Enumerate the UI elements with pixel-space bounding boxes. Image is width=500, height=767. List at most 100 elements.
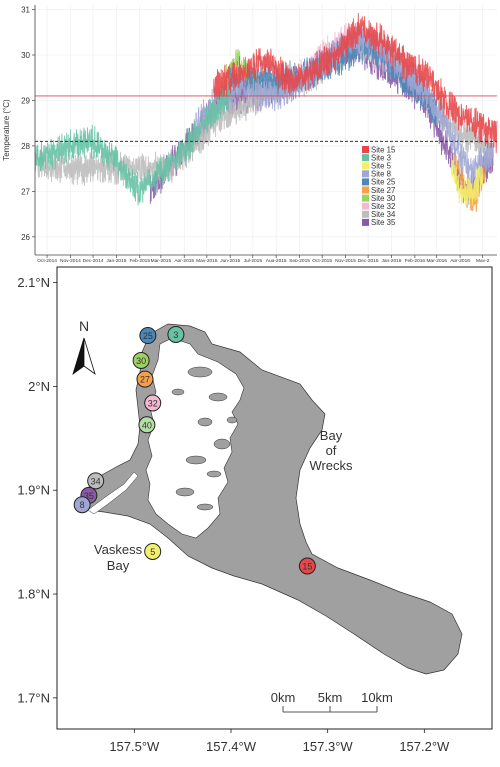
legend-swatch-site-25: [362, 178, 369, 186]
map-y-tick-label: 2°N: [28, 379, 50, 394]
x-tick-label: Nov-2014: [60, 258, 81, 262]
vaskess-bay-label: Bay: [107, 558, 130, 573]
y-tick-label: 29: [21, 96, 30, 105]
site-marker-15: [298, 557, 316, 575]
legend-swatch-site-15: [362, 146, 369, 153]
scale-bar-label: 0km: [271, 690, 296, 705]
lagoon-islet: [187, 366, 213, 378]
y-tick-label: 30: [21, 51, 30, 60]
lagoon-islet: [175, 487, 195, 497]
x-tick-label: Feb-2016: [405, 258, 426, 262]
x-tick-label: Mar-2016: [426, 258, 447, 262]
site-marker-8: [73, 496, 91, 514]
lagoon-islet: [197, 417, 213, 427]
site-marker-32: [144, 394, 162, 412]
y-tick-label: 28: [21, 142, 30, 151]
map-y-tick-label: 1.8°N: [17, 587, 50, 602]
site-15-line: [213, 12, 498, 154]
north-arrow-icon-right: [83, 337, 96, 376]
x-tick-label: Dec-2015: [358, 258, 379, 262]
y-tick-label: 26: [21, 233, 30, 242]
site-map: 157.5°W 157.4°W 157.3°W 157.2°W 1.7°N 1.8°N 1.…: [17, 266, 493, 754]
legend-swatch-site-27: [362, 186, 369, 194]
site-marker-label-25: 25: [143, 331, 153, 341]
site-marker-label-5: 5: [150, 547, 155, 557]
x-tick-label: Feb-2015: [129, 258, 150, 262]
site-marker-label-32: 32: [148, 399, 158, 409]
x-tick-label: May-2015: [196, 258, 218, 262]
site-marker-label-34: 34: [91, 476, 101, 486]
bay-of-wrecks-label: of: [326, 443, 337, 458]
legend-swatch-site-5: [362, 162, 369, 170]
site-marker-34: [87, 472, 105, 490]
legend-label-site-25: Site 25: [371, 178, 396, 187]
site-marker-label-3: 3: [173, 330, 178, 340]
legend-label-site-15: Site 15: [371, 145, 396, 154]
site-marker-label-30: 30: [136, 356, 146, 366]
lagoon-islet: [185, 455, 207, 465]
site-marker-5: [144, 542, 162, 560]
x-tick-label: Oct-2014: [37, 258, 57, 262]
site-marker-25: [139, 327, 157, 345]
x-tick-label: Aug-2015: [266, 258, 287, 262]
site-marker-label-40: 40: [142, 420, 152, 430]
map-x-tick-label: 157.3°W: [303, 739, 354, 754]
map-x-tick-label: 157.4°W: [206, 739, 257, 754]
site-5-line: [450, 152, 484, 207]
x-tick-label: Jan-2016: [381, 258, 401, 262]
legend-swatch-site-30: [362, 194, 369, 202]
bay-of-wrecks-label: Bay: [320, 428, 343, 443]
legend-swatch-site-8: [362, 170, 369, 178]
vaskess-bay-label: Vaskess: [94, 542, 143, 557]
legend-swatch-site-35: [362, 218, 369, 226]
x-tick-label: Apr-2016: [450, 258, 470, 262]
bay-of-wrecks-label: Wrecks: [309, 458, 353, 473]
site-marker-30: [132, 351, 150, 369]
map-y-tick-label: 2.1°N: [17, 275, 50, 290]
x-tick-label: Jan-2015: [106, 258, 126, 262]
lagoon-islet: [171, 388, 185, 396]
x-tick-label: Jul-2015: [244, 258, 263, 262]
plot-panel: [35, 5, 497, 255]
x-tick-label: Dec-2014: [83, 258, 104, 262]
site-marker-27: [136, 370, 154, 388]
legend-label-site-32: Site 32: [371, 202, 395, 211]
legend-label-site-34: Site 34: [371, 210, 396, 219]
legend-label-site-3: Site 3: [371, 153, 391, 162]
y-axis-label: Temperature (°C): [2, 99, 11, 161]
vaskess-inlet: [87, 471, 139, 515]
site-8-line: [194, 23, 494, 190]
legend-swatch-site-34: [362, 210, 369, 218]
scale-bar-label: 10km: [361, 690, 393, 705]
map-x-tick-label: 157.5°W: [109, 739, 160, 754]
lagoon-islet: [208, 392, 228, 402]
x-tick-label: Oct-2015: [312, 258, 332, 262]
legend-label-site-8: Site 8: [371, 170, 391, 179]
lagoon-islet: [213, 438, 231, 450]
map-y-tick-label: 1.9°N: [17, 483, 50, 498]
lagoon-islet: [226, 416, 238, 424]
x-tick-label: Apr-2015: [174, 258, 194, 262]
legend-swatch-site-32: [362, 202, 369, 210]
site-marker-label-8: 8: [80, 500, 85, 510]
map-x-tick-label: 157.2°W: [399, 739, 450, 754]
site-marker-label-27: 27: [140, 375, 150, 385]
legend-label-site-27: Site 27: [371, 186, 395, 195]
site-marker-label-35: 35: [84, 491, 94, 501]
legend-swatch-site-3: [362, 154, 369, 162]
scale-bar-label: 5km: [318, 690, 343, 705]
x-tick-label: May-2: [476, 258, 490, 262]
site-marker-label-15: 15: [302, 562, 312, 572]
legend-label-site-30: Site 30: [371, 194, 396, 203]
x-tick-label: Sep-2015: [289, 258, 310, 262]
site-marker-40: [138, 416, 156, 434]
site-marker-3: [167, 325, 185, 343]
x-tick-label: Jun-2015: [220, 258, 240, 262]
north-arrow-label: N: [79, 318, 89, 334]
lagoon-islet: [196, 503, 214, 511]
lagoon-islet: [206, 470, 222, 478]
x-tick-label: Mar-2015: [151, 258, 172, 262]
y-tick-label: 27: [21, 187, 30, 196]
y-tick-label: 31: [21, 6, 30, 15]
